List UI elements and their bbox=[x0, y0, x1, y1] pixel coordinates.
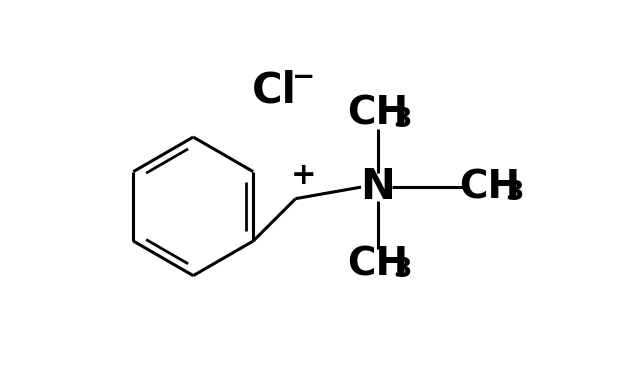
Text: CH: CH bbox=[459, 168, 520, 206]
Text: Cl: Cl bbox=[252, 70, 296, 112]
Text: −: − bbox=[292, 63, 315, 91]
Text: +: + bbox=[291, 161, 316, 190]
Text: 3: 3 bbox=[505, 180, 524, 206]
Text: 3: 3 bbox=[394, 107, 412, 133]
Text: N: N bbox=[360, 166, 396, 208]
Text: 3: 3 bbox=[394, 257, 412, 283]
Text: CH: CH bbox=[348, 95, 408, 133]
Text: CH: CH bbox=[348, 245, 408, 283]
